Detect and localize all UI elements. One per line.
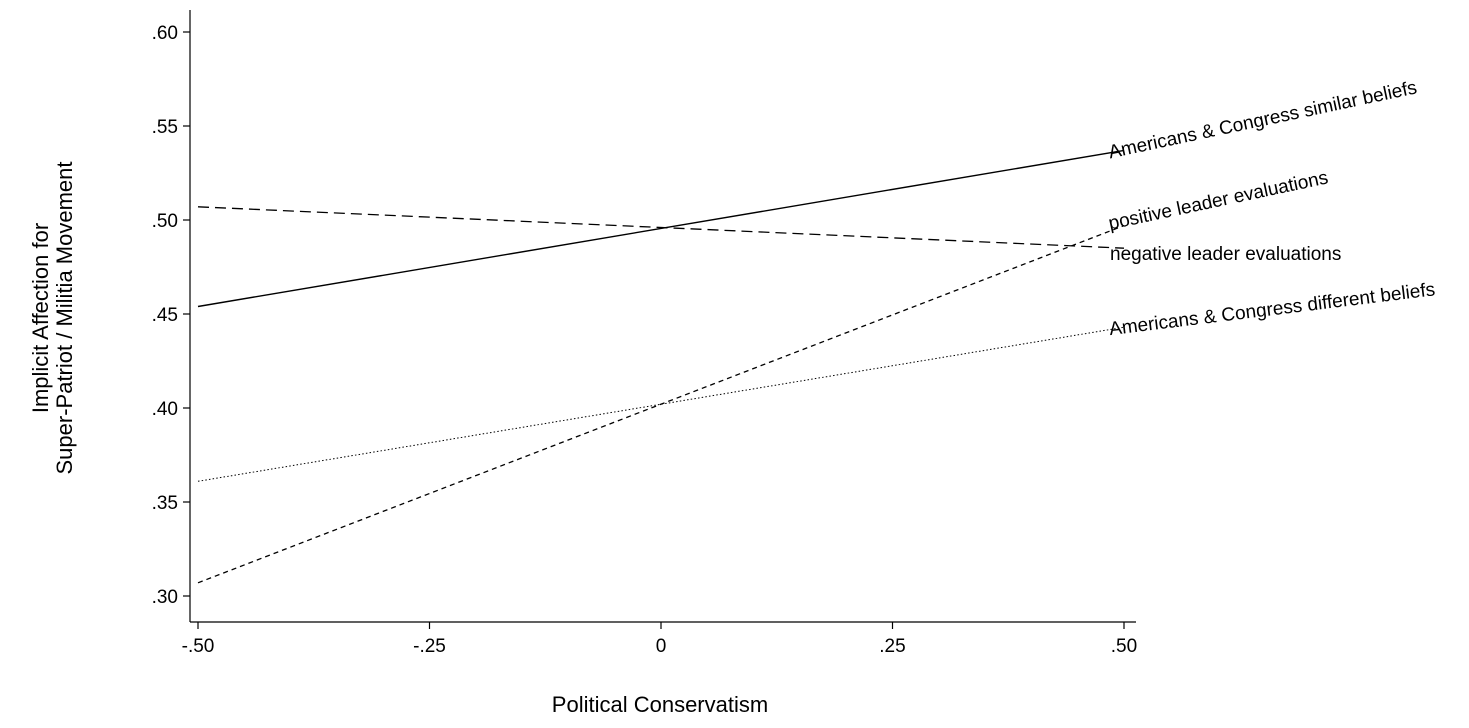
x-tick-label: .25: [879, 636, 905, 657]
series-line-2: [197, 206, 1125, 249]
series-label-0: Americans & Congress similar beliefs: [1107, 77, 1419, 163]
x-tick-label: .50: [1111, 636, 1137, 657]
y-axis-title-line-2: Super-Patriot / Militia Movement: [52, 162, 77, 475]
series-line-3: [197, 326, 1125, 482]
x-tick-label: -.50: [182, 636, 215, 657]
series-group: [197, 149, 1125, 584]
y-tick-label: .45: [152, 305, 178, 326]
y-tick-label: .30: [152, 587, 178, 608]
series-line-1: [197, 224, 1125, 584]
x-axis-title: Political Conservatism: [552, 692, 768, 717]
x-tick-label: -.25: [413, 636, 446, 657]
series-label-2: negative leader evaluations: [1110, 244, 1341, 265]
series-label-3: Americans & Congress different beliefs: [1108, 279, 1436, 340]
y-axis-title-line-1: Implicit Affection for: [28, 223, 53, 413]
y-tick-label: .60: [152, 23, 178, 44]
axes: .30 .35 .40 .45 .50 .55 .60 -.50 -.25 0 .25 .50: [152, 10, 1137, 657]
y-axis-title: Implicit Affection for Super-Patriot / M…: [28, 162, 77, 475]
y-tick-label: .55: [152, 117, 178, 138]
y-tick-label: .35: [152, 493, 178, 514]
x-tick-label: 0: [656, 636, 667, 657]
y-tick-label: .40: [152, 399, 178, 420]
series-label-1: positive leader evaluations: [1107, 167, 1330, 234]
y-tick-label: .50: [152, 211, 178, 232]
series-line-0: [197, 149, 1125, 308]
series-labels: Americans & Congress similar beliefsposi…: [1107, 77, 1437, 340]
